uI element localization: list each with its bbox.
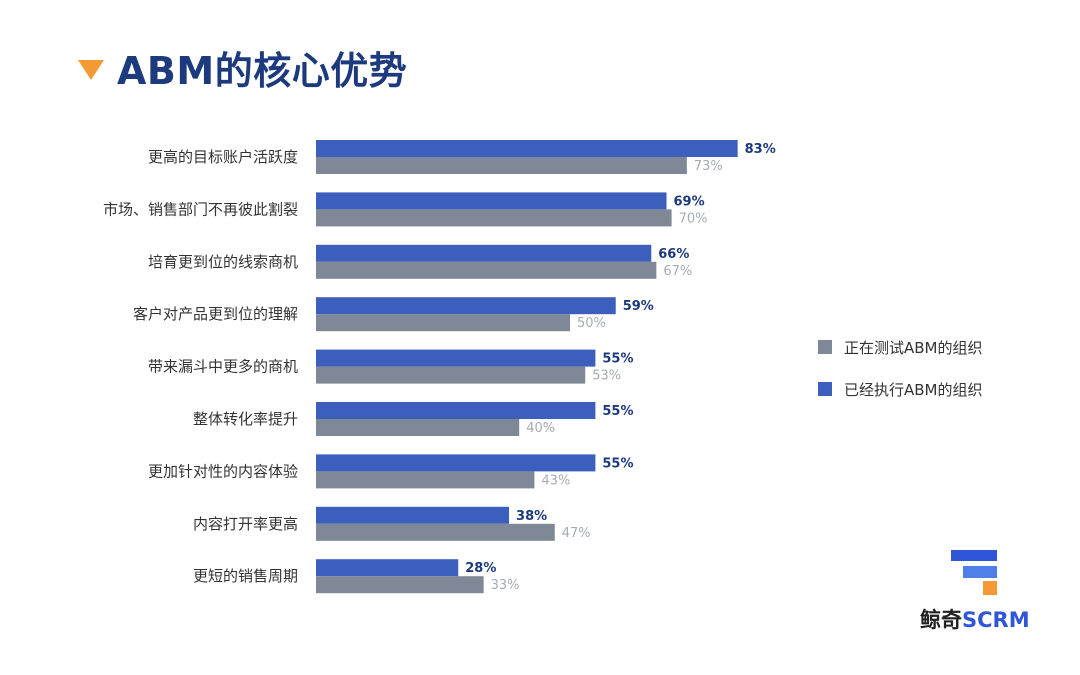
legend-item-testing: 正在测试ABM的组织 [818, 336, 983, 358]
bar-executing [316, 506, 510, 524]
bar-testing [316, 419, 520, 436]
data-label-testing: 67% [663, 264, 692, 279]
data-label-executing: 59% [623, 299, 654, 314]
bar-executing [316, 140, 738, 157]
category-label: 客户对产品更到位的理解 [133, 305, 298, 323]
brand-logo: 鲸奇SCRM [920, 548, 1030, 638]
bar-testing [316, 314, 570, 332]
logo-text: 鲸奇SCRM [920, 604, 1030, 634]
bar-executing [316, 402, 596, 419]
data-label-executing: 38% [516, 509, 547, 524]
category-label: 更加针对性的内容体验 [148, 462, 298, 480]
bar-testing [316, 157, 687, 174]
logo-text-scrm: SCRM [962, 608, 1030, 632]
title-row: ABM的核心优势 [78, 40, 407, 95]
legend-swatch-executing [818, 382, 832, 396]
data-label-testing: 40% [526, 421, 555, 436]
data-label-executing: 55% [602, 456, 633, 471]
bar-testing [316, 209, 672, 227]
bar-executing [316, 349, 596, 367]
bar-testing [316, 576, 484, 594]
data-label-testing: 70% [679, 211, 708, 226]
data-label-testing: 50% [577, 316, 606, 331]
bar-testing [316, 261, 657, 279]
legend-label-executing: 已经执行ABM的组织 [844, 380, 983, 399]
data-label-testing: 53% [592, 369, 621, 384]
bar-executing [316, 192, 667, 210]
logo-text-cn: 鲸奇 [920, 608, 962, 632]
logo-mark-bar [951, 550, 997, 561]
data-label-executing: 55% [602, 404, 633, 419]
bar-executing [316, 559, 459, 577]
bar-executing [316, 454, 596, 472]
data-label-executing: 69% [674, 194, 705, 209]
category-label: 带来漏斗中更多的商机 [148, 358, 298, 376]
data-label-testing: 73% [694, 159, 723, 174]
category-label: 整体转化率提升 [193, 410, 298, 428]
logo-mark-square [983, 581, 997, 595]
data-label-testing: 33% [491, 578, 520, 593]
logo-mark-bar [963, 566, 997, 578]
legend: 正在测试ABM的组织 已经执行ABM的组织 [818, 336, 983, 420]
category-label: 更短的销售周期 [193, 567, 298, 585]
data-label-executing: 28% [465, 561, 496, 576]
bar-testing [316, 471, 535, 489]
bar-executing [316, 244, 652, 262]
category-label: 培育更到位的线索商机 [148, 253, 298, 271]
bar-testing [316, 523, 555, 541]
category-label: 更高的目标账户活跃度 [148, 148, 298, 166]
legend-swatch-testing [818, 340, 832, 354]
category-label: 内容打开率更高 [193, 515, 298, 533]
legend-item-executing: 已经执行ABM的组织 [818, 378, 983, 400]
data-label-testing: 47% [562, 526, 591, 541]
data-label-executing: 83% [745, 142, 776, 157]
bar-testing [316, 366, 586, 384]
data-label-executing: 66% [658, 247, 689, 262]
triangle-down-icon [78, 59, 104, 80]
category-label: 市场、销售部门不再彼此割裂 [103, 200, 298, 218]
legend-label-testing: 正在测试ABM的组织 [844, 338, 983, 357]
data-label-testing: 43% [541, 473, 570, 488]
data-label-executing: 55% [602, 352, 633, 367]
bar-executing [316, 297, 616, 315]
page-title: ABM的核心优势 [117, 49, 408, 93]
